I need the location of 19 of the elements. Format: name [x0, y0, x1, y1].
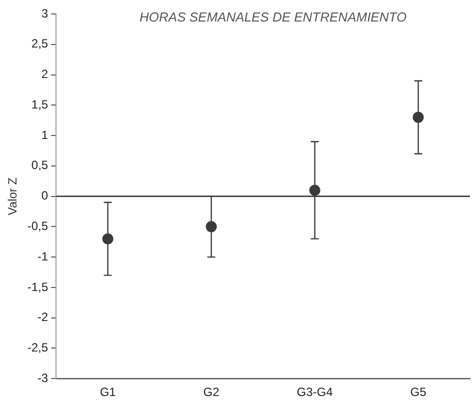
x-tick-label: G5 — [410, 385, 427, 400]
x-tick-label: G2 — [203, 385, 220, 400]
y-tick-label: 2 — [41, 67, 48, 82]
y-tick-label: -2,5 — [27, 340, 48, 355]
y-tick-label: -3 — [37, 370, 48, 385]
y-tick-label: -0,5 — [27, 218, 48, 233]
y-tick-label: 3 — [41, 6, 48, 20]
y-tick-label: 0 — [41, 188, 48, 203]
y-tick-label: 2,5 — [31, 36, 48, 51]
y-tick-label: 1,5 — [31, 97, 48, 112]
y-axis-title: Valor Z — [6, 177, 20, 216]
chart-title: HORAS SEMANALES DE ENTRENAMIENTO — [140, 10, 407, 25]
x-tick-label: G1 — [100, 385, 116, 400]
y-tick-label: -2 — [37, 310, 48, 324]
x-tick-label: G3-G4 — [296, 385, 334, 400]
y-tick-label: 1 — [41, 128, 48, 142]
y-tick-label: -1 — [37, 249, 48, 264]
y-tick-label: 0,5 — [31, 158, 48, 172]
y-tick-label: -1,5 — [27, 280, 48, 294]
